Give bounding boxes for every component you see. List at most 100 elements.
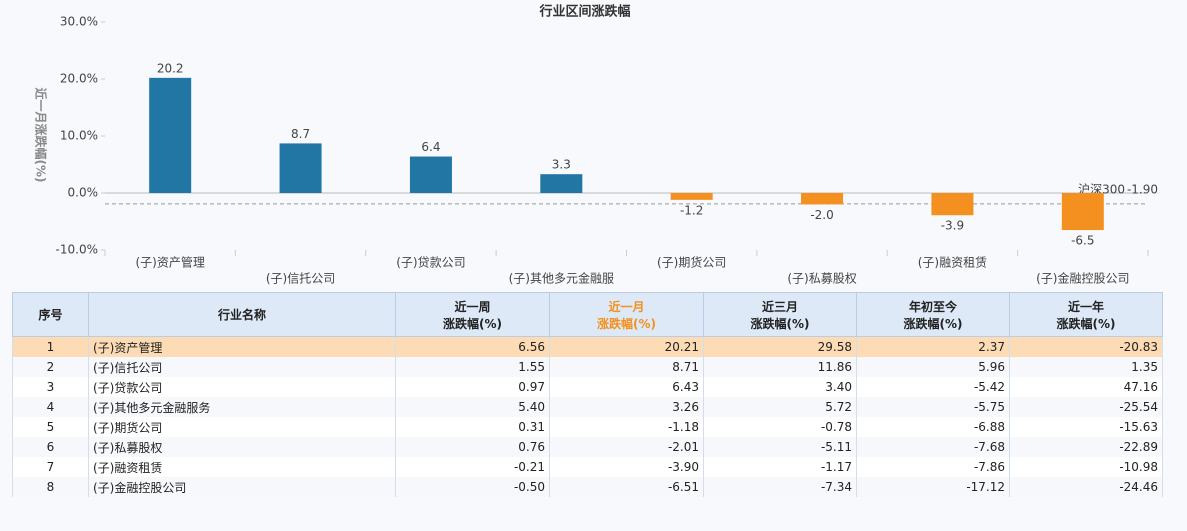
table-cell: 4	[12, 397, 89, 417]
table-cell: -2.01	[549, 437, 704, 457]
y-tick-label: 0.0%	[68, 186, 99, 200]
x-tick-label: (子)金融控股公司	[1036, 271, 1129, 286]
table-cell: -17.12	[856, 477, 1010, 497]
table-cell: 7	[12, 457, 89, 477]
table-cell: 5.72	[703, 397, 857, 417]
table-row: 1 (子)资产管理 6.56 20.21 29.58 2.37 -20.83	[12, 336, 1163, 357]
table-row: 4 (子)其他多元金融服务 5.40 3.26 5.72 -5.75 -25.54	[12, 397, 1163, 417]
table-cell: 0.31	[395, 417, 550, 437]
value-label: -2.0	[810, 208, 833, 222]
table-cell: 3.26	[549, 397, 704, 417]
chart: 行业区间涨跌幅 近一月涨跌幅(%) -10.0% 0.0% 10.0% 20.0% 30…	[34, 4, 1159, 286]
table-cell: 0.97	[395, 377, 550, 397]
bar	[670, 193, 713, 200]
table-cell: 2	[12, 357, 89, 377]
table-cell: (子)信托公司	[88, 357, 396, 377]
bar	[931, 193, 974, 216]
y-axis-label: 近一月涨跌幅(%)	[34, 88, 49, 183]
table-cell: -5.11	[703, 437, 857, 457]
x-tick-label: (子)私募股权	[787, 272, 856, 286]
table-cell: (子)其他多元金融服务	[88, 397, 396, 417]
y-tick-label: 20.0%	[60, 72, 98, 86]
table-cell: -10.98	[1009, 457, 1163, 477]
table-cell: 5.40	[395, 397, 550, 417]
table-row: 8 (子)金融控股公司 -0.50 -6.51 -7.34 -17.12 -24.46	[12, 477, 1163, 497]
header-cell: 年初至今涨跌幅(%)	[856, 292, 1010, 337]
table-cell: 29.58	[703, 336, 857, 357]
table-cell: 5.96	[856, 357, 1010, 377]
table-cell: -7.68	[856, 437, 1010, 457]
header-text: 近一月	[608, 299, 645, 314]
header-cell: 序号	[12, 292, 89, 337]
header-text: 年初至今	[908, 299, 957, 314]
header-row: 序号 行业名称 近一周 涨跌幅(%) 近一月 涨跌幅(%) 近三月 涨跌幅(%) 年初至今 涨跌幅…	[12, 292, 1163, 337]
table-cell: -24.46	[1009, 477, 1163, 497]
table-cell: 1.55	[395, 357, 550, 377]
header-text: 涨跌幅(%)	[443, 316, 502, 331]
x-tick-label: (子)资产管理	[136, 255, 205, 270]
table-row: 6 (子)私募股权 0.76 -2.01 -5.11 -7.68 -22.89	[12, 437, 1163, 457]
table-cell: 47.16	[1009, 377, 1163, 397]
header-text: 近三月	[761, 299, 798, 314]
table-cell: -15.63	[1009, 417, 1163, 437]
y-tick-label: 10.0%	[60, 129, 98, 143]
table-cell: -3.90	[549, 457, 704, 477]
table-cell: (子)融资租赁	[88, 457, 396, 477]
header-cell: 近一周涨跌幅(%)	[395, 292, 550, 337]
table-cell: -5.75	[856, 397, 1010, 417]
table-cell: -0.21	[395, 457, 550, 477]
table-cell: -20.83	[1009, 336, 1163, 357]
table-cell: -25.54	[1009, 397, 1163, 417]
header-text: 近一年	[1067, 299, 1104, 314]
table-body: 1 (子)资产管理 6.56 20.21 29.58 2.37 -20.83 2 (子)信托公司…	[12, 336, 1163, 497]
table-cell: -6.88	[856, 417, 1010, 437]
table-cell: 2.37	[856, 336, 1010, 357]
header-text: 涨跌幅(%)	[597, 316, 656, 331]
table-cell: (子)金融控股公司	[88, 477, 396, 497]
table-row: 3 (子)贷款公司 0.97 6.43 3.40 -5.42 47.16	[12, 377, 1163, 397]
table-cell: 6.43	[549, 377, 704, 397]
table-row: 5 (子)期货公司 0.31 -1.18 -0.78 -6.88 -15.63	[12, 417, 1163, 437]
x-tick-label: (子)期货公司	[657, 255, 726, 270]
table-cell: 0.76	[395, 437, 550, 457]
table-cell: 3	[12, 377, 89, 397]
header-text: 涨跌幅(%)	[750, 316, 810, 331]
y-tick-label: 30.0%	[60, 15, 98, 29]
bar	[279, 143, 322, 193]
table-cell: -1.17	[703, 457, 857, 477]
table-cell: 6.56	[395, 336, 550, 357]
table-cell: 3.40	[703, 377, 857, 397]
table-cell: (子)资产管理	[88, 336, 396, 357]
data-table: 序号 行业名称 近一周 涨跌幅(%) 近一月 涨跌幅(%) 近三月 涨跌幅(%) 年初至今 涨跌幅…	[12, 292, 1163, 497]
value-label: -1.2	[680, 203, 703, 217]
header-text: 行业名称	[217, 308, 266, 322]
value-label: 20.2	[157, 61, 184, 75]
table-cell: -1.18	[549, 417, 704, 437]
bar	[1061, 193, 1104, 231]
table-row: 2 (子)信托公司 1.55 8.71 11.86 5.96 1.35	[12, 357, 1163, 377]
value-label: 3.3	[552, 158, 571, 172]
table-cell: 8.71	[549, 357, 704, 377]
table-cell: -7.86	[856, 457, 1010, 477]
header-text: 序号	[38, 308, 63, 322]
value-label: -3.9	[941, 219, 964, 233]
x-tick-label: (子)贷款公司	[396, 256, 465, 270]
table-cell: -7.34	[703, 477, 857, 497]
header-text: 涨跌幅(%)	[903, 316, 963, 331]
x-tick-label: (子)其他多元金融服	[509, 271, 614, 286]
header-cell: 近一月涨跌幅(%)	[549, 292, 704, 337]
y-tick-label: -10.0%	[56, 243, 98, 257]
table-cell: 8	[12, 477, 89, 497]
table-cell: 11.86	[703, 357, 857, 377]
header-cell: 近三月涨跌幅(%)	[703, 292, 857, 337]
header-text: 涨跌幅(%)	[1056, 316, 1116, 331]
reference-value: -1.90	[1127, 182, 1158, 196]
table-cell: 1.35	[1009, 357, 1163, 377]
table-cell: (子)私募股权	[88, 437, 396, 457]
table-cell: 5	[12, 417, 89, 437]
header-text: 近一周	[454, 299, 491, 314]
value-label: -6.5	[1071, 234, 1094, 248]
table-cell: -0.50	[395, 477, 550, 497]
table-cell: -5.42	[856, 377, 1010, 397]
header-cell: 行业名称	[88, 292, 396, 337]
